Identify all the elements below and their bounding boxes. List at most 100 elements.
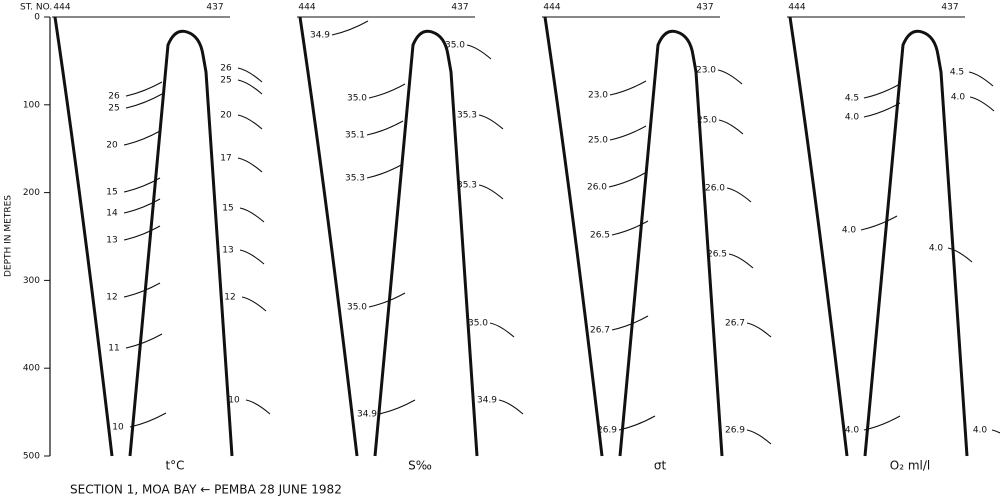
contour-line <box>245 399 271 415</box>
contour-line <box>611 315 649 331</box>
station-prefix: ST. NO. <box>20 3 52 13</box>
y-tick-label: 0 <box>34 13 40 23</box>
contour-line <box>863 415 901 431</box>
contour-line <box>241 296 267 312</box>
y-tick-label: 500 <box>23 452 40 462</box>
contour-label: 10 <box>112 423 124 433</box>
contour-label: 14 <box>106 209 118 219</box>
panel-title: S‰ <box>408 459 432 473</box>
contour-line <box>239 207 265 223</box>
station-label: 437 <box>941 3 958 13</box>
contour-label: 35.3 <box>457 181 477 191</box>
contour-label: 20 <box>106 141 118 151</box>
contour-line <box>860 215 898 231</box>
coast-profile <box>788 16 849 457</box>
contour-label: 17 <box>220 154 231 164</box>
contour-label: 4.5 <box>845 94 859 104</box>
contour-line <box>366 163 404 179</box>
contour-label: 34.9 <box>477 396 497 406</box>
contour-line <box>947 247 973 263</box>
panel-title: t°C <box>165 459 184 473</box>
contour-label: 26.5 <box>707 250 727 260</box>
contour-line <box>618 415 656 431</box>
contour-line <box>968 71 994 87</box>
contour-label: 13 <box>106 236 117 246</box>
contour-line <box>489 322 515 338</box>
contour-line <box>125 93 163 109</box>
contour-line <box>609 125 647 141</box>
contour-label: 34.9 <box>357 410 377 420</box>
contour-line <box>378 399 416 415</box>
contour-line <box>717 69 743 85</box>
contour-line <box>608 172 646 188</box>
ridge-profile <box>618 29 724 457</box>
contour-line <box>863 102 901 118</box>
contour-label: 35.0 <box>347 94 367 104</box>
contour-line <box>331 20 369 36</box>
ridge-profile <box>128 29 234 457</box>
contour-line <box>237 67 263 83</box>
contour-line <box>609 80 647 96</box>
contour-line <box>123 130 161 146</box>
contour-line <box>129 412 167 428</box>
ridge-profile <box>373 29 479 457</box>
contour-label: 4.0 <box>973 426 988 436</box>
contour-line <box>498 399 524 415</box>
station-label: 437 <box>696 3 713 13</box>
contour-line <box>366 120 404 136</box>
contour-label: 26 <box>220 64 232 74</box>
contour-line <box>718 119 744 135</box>
contour-label: 15 <box>222 204 233 214</box>
contour-line <box>123 282 161 298</box>
contour-label: 26.0 <box>587 183 607 193</box>
y-tick-label: 100 <box>23 100 40 110</box>
contour-label: 34.9 <box>310 31 330 41</box>
contour-line <box>969 96 995 112</box>
station-label: 444 <box>788 3 805 13</box>
y-tick-label: 300 <box>23 276 40 286</box>
contour-line <box>237 114 263 130</box>
panel-title: O₂ ml/l <box>890 459 930 473</box>
contour-label: 26 <box>108 92 120 102</box>
contour-label: 35.0 <box>445 41 465 51</box>
station-label: 444 <box>543 3 560 13</box>
contour-label: 4.0 <box>951 93 966 103</box>
contour-line <box>466 44 492 60</box>
contour-line <box>237 157 263 173</box>
station-label: 444 <box>298 3 315 13</box>
contour-label: 35.3 <box>457 111 477 121</box>
contour-line <box>368 292 406 308</box>
station-label: 437 <box>206 3 223 13</box>
contour-label: 23.0 <box>588 91 608 101</box>
contour-label: 25.0 <box>588 136 608 146</box>
contour-line <box>728 253 754 269</box>
contour-line <box>239 249 265 265</box>
contour-label: 20 <box>220 111 232 121</box>
contour-label: 12 <box>106 293 117 303</box>
contour-label: 26.7 <box>725 319 745 329</box>
contour-label: 25.0 <box>697 116 717 126</box>
contour-line <box>123 225 161 241</box>
contour-label: 4.0 <box>845 113 860 123</box>
contour-label: 26.9 <box>597 426 617 436</box>
coast-profile <box>53 16 114 457</box>
contour-line <box>991 429 1000 434</box>
contour-label: 4.5 <box>950 68 964 78</box>
coast-profile <box>543 16 604 457</box>
contour-label: 35.3 <box>345 174 365 184</box>
contour-label: 15 <box>106 188 117 198</box>
contour-line <box>726 187 752 203</box>
contour-line <box>611 220 649 236</box>
contour-label: 4.0 <box>845 426 860 436</box>
contour-label: 11 <box>108 344 119 354</box>
contour-label: 26.7 <box>590 326 610 336</box>
panel-title: σt <box>654 459 667 473</box>
station-label: 437 <box>451 3 468 13</box>
contour-line <box>237 79 263 95</box>
contour-line <box>125 81 163 97</box>
contour-label: 25 <box>108 104 119 114</box>
contour-label: 26.0 <box>705 184 725 194</box>
contour-line <box>863 83 901 99</box>
ridge-profile <box>863 29 969 457</box>
